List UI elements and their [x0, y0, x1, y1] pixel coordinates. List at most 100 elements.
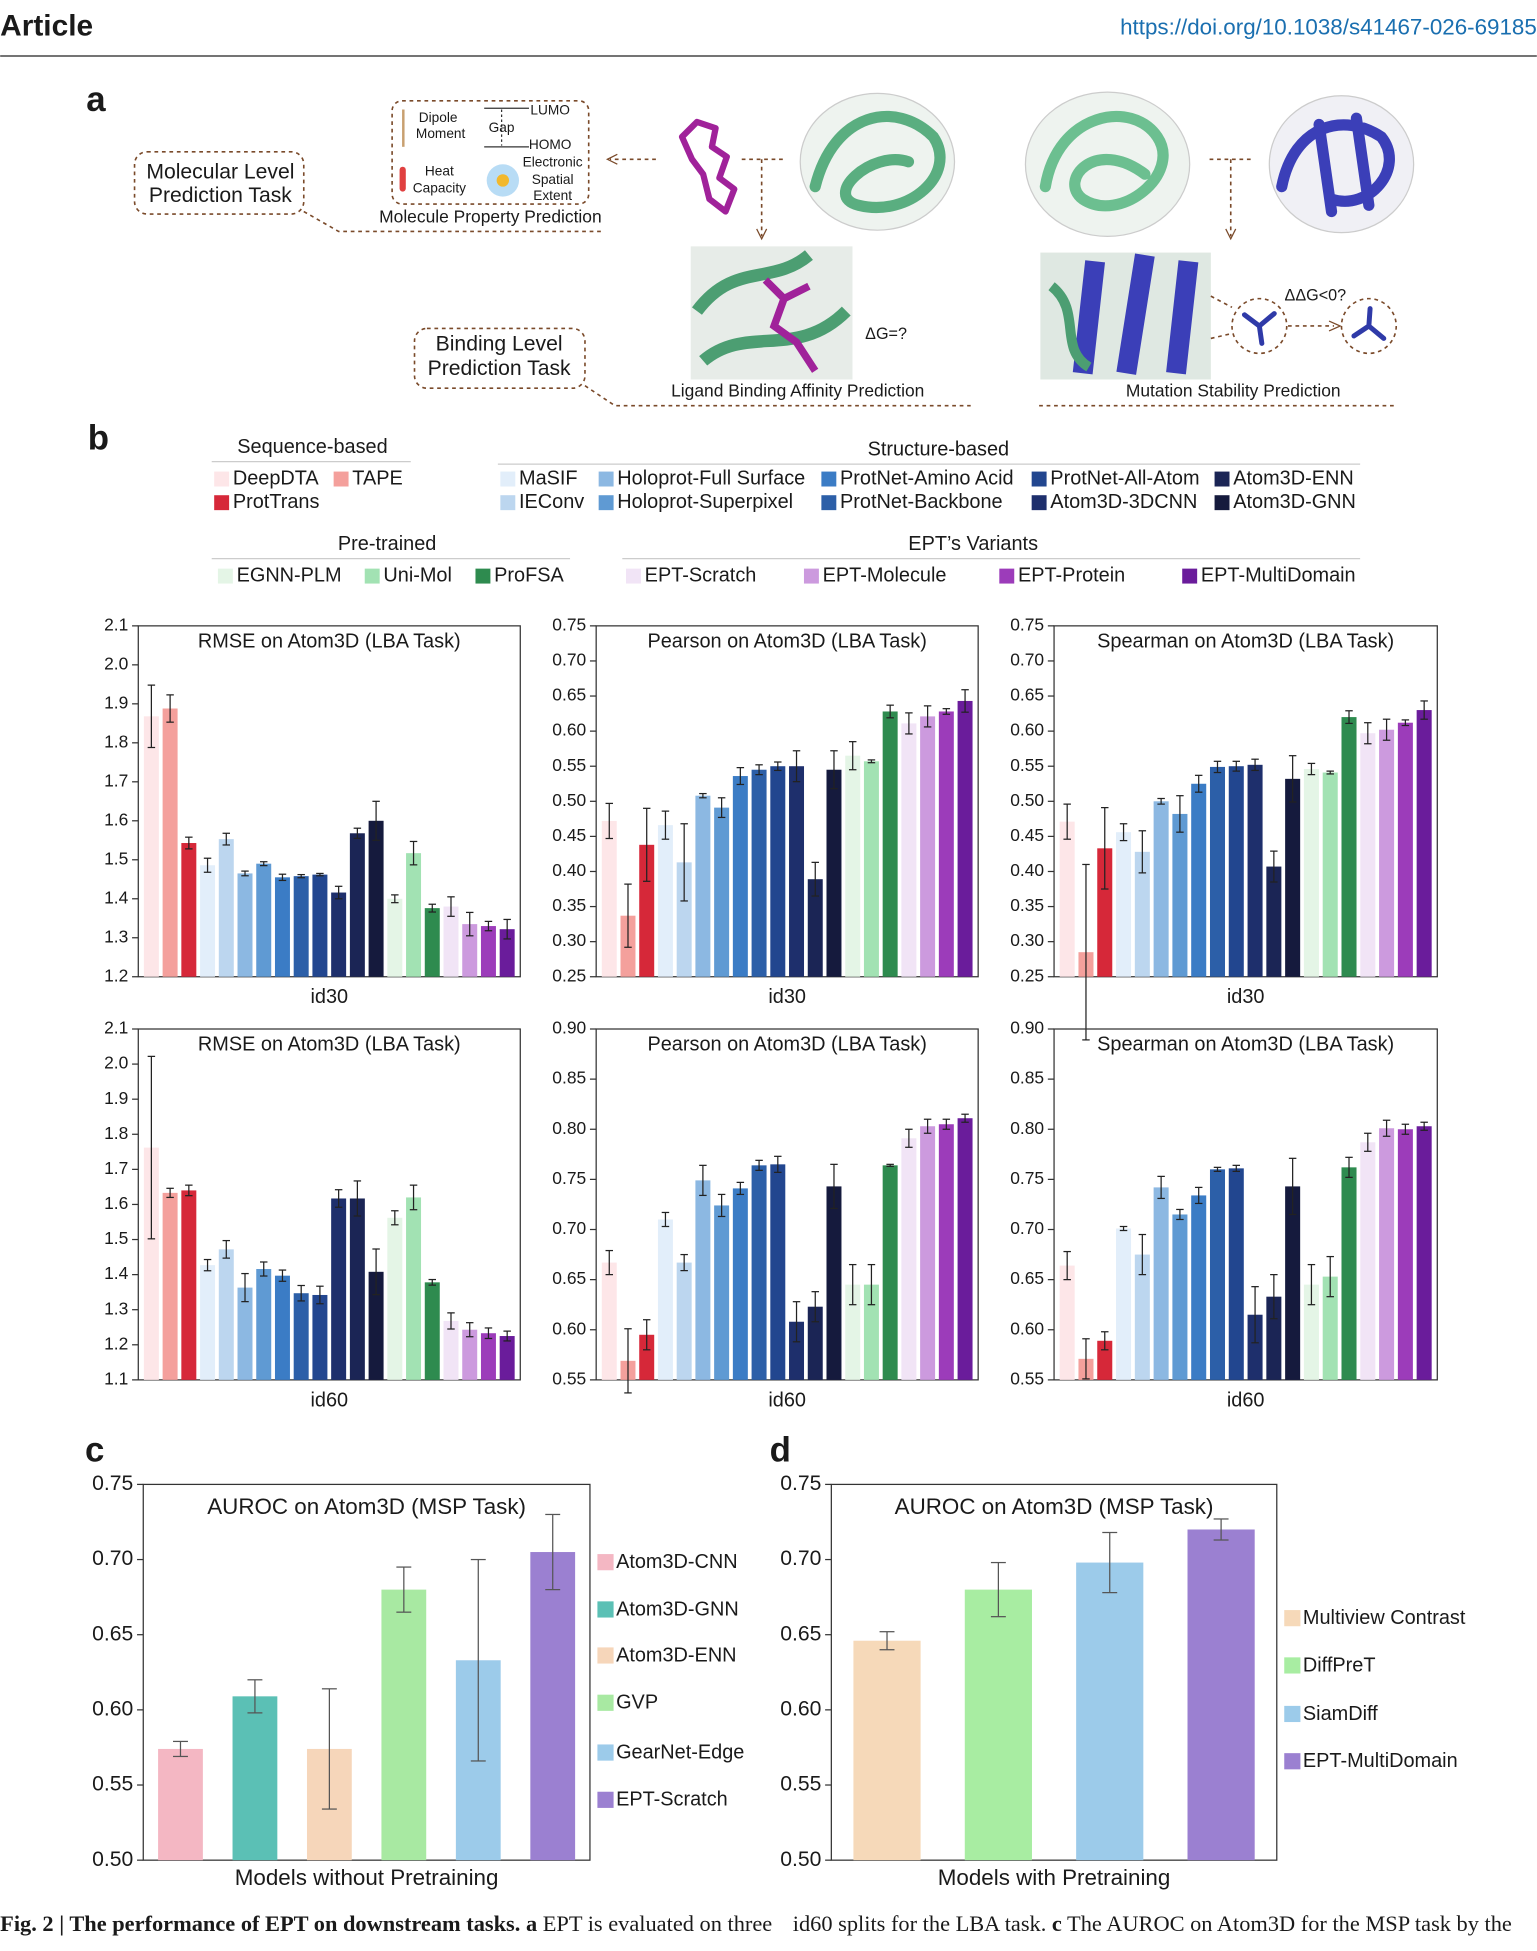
- bar: [480, 1333, 496, 1380]
- bar: [920, 716, 936, 977]
- chart-title: RMSE on Atom3D (LBA Task): [198, 630, 461, 652]
- bar: [162, 1192, 178, 1380]
- y-tick-label: 2.0: [104, 1053, 128, 1073]
- bar: [1303, 769, 1319, 977]
- legend-swatch: [1284, 1753, 1301, 1770]
- legend-swatch: [597, 1554, 614, 1571]
- legend-label: DiffPreT: [1303, 1654, 1376, 1676]
- bar: [882, 1165, 898, 1380]
- bar: [882, 711, 898, 977]
- error-bar: [147, 684, 156, 749]
- legend-swatch: [597, 1744, 614, 1761]
- error-bar: [867, 759, 876, 764]
- y-tick-label: 2.1: [104, 614, 128, 634]
- y-tick-label: 0.70: [552, 650, 586, 670]
- y-tick-label: 0.65: [92, 1622, 133, 1645]
- y-tick-label: 1.5: [104, 848, 128, 868]
- bar: [368, 1271, 384, 1380]
- bar: [1209, 766, 1226, 977]
- bar: [676, 1262, 692, 1380]
- error-bar: [1345, 1156, 1353, 1178]
- y-tick-label: 1.9: [104, 692, 128, 712]
- error-bar: [545, 1513, 561, 1591]
- bar: [770, 766, 786, 977]
- legend-label: Multiview Contrast: [1303, 1607, 1466, 1629]
- y-tick-label: 0.45: [1010, 825, 1044, 845]
- legend-label: EGNN-PLM: [237, 564, 342, 586]
- legend-swatch: [500, 495, 516, 511]
- error-bar: [1138, 830, 1147, 874]
- y-tick-label: 1.4: [104, 887, 129, 907]
- error-bar: [905, 712, 913, 735]
- bar: [751, 769, 767, 977]
- bar: [1228, 766, 1244, 977]
- bar: [1059, 821, 1075, 977]
- bar: [237, 873, 253, 977]
- bar: [1191, 1195, 1207, 1380]
- legend-group-title: Structure-based: [868, 439, 1010, 461]
- error-bar: [1157, 797, 1165, 805]
- error-bar: [699, 1164, 707, 1197]
- caption-run: The AUROC on Atom3D for the MSP task by …: [1062, 1911, 1512, 1936]
- panel-label: b: [88, 419, 109, 458]
- chart-title: AUROC on Atom3D (MSP Task): [895, 1494, 1214, 1519]
- error-bar: [942, 1118, 951, 1130]
- legend-swatch: [597, 1694, 614, 1711]
- error-bar: [1420, 700, 1428, 720]
- residue-circle: [1340, 297, 1398, 355]
- error-bar: [1382, 718, 1391, 741]
- y-tick-label: 0.90: [552, 1018, 586, 1038]
- error-bar: [1232, 760, 1241, 772]
- legend-swatch: [500, 471, 516, 487]
- bar: [499, 929, 515, 977]
- y-tick-label: 0.75: [552, 614, 586, 634]
- bar: [274, 1275, 290, 1380]
- panel-label: a: [86, 80, 106, 119]
- protein: [1039, 110, 1169, 212]
- y-tick-label: 0.60: [780, 1697, 821, 1720]
- error-bar: [353, 1180, 362, 1217]
- error-bar: [680, 823, 688, 902]
- bar: [158, 1748, 203, 1861]
- error-bar: [185, 836, 193, 850]
- protein: [1276, 112, 1395, 218]
- y-tick-label: 0.25: [1010, 965, 1044, 985]
- bar: [1247, 1314, 1263, 1380]
- bar: [1097, 1340, 1113, 1380]
- legend-label: EPT-MultiDomain: [1303, 1750, 1458, 1772]
- legend-label: GVP: [616, 1692, 658, 1714]
- y-tick-label: 0.85: [1010, 1068, 1044, 1088]
- bar: [424, 908, 440, 977]
- bar: [901, 1138, 917, 1380]
- bar: [293, 876, 309, 977]
- bar: [1341, 717, 1357, 977]
- error-bar: [661, 810, 670, 840]
- chart-title: Spearman on Atom3D (LBA Task): [1097, 630, 1394, 652]
- bar: [1416, 710, 1432, 977]
- bar: [181, 1190, 197, 1380]
- bar: [863, 1284, 879, 1380]
- error-bar: [605, 1249, 613, 1276]
- error-bar: [942, 708, 951, 715]
- legend-label: ProtTrans: [233, 491, 320, 513]
- y-tick-label: 0.70: [1010, 650, 1044, 670]
- error-bar: [484, 920, 493, 932]
- bar: [1266, 1296, 1282, 1380]
- error-bar: [1326, 1255, 1334, 1298]
- legend-swatch: [217, 568, 233, 584]
- caption-run: Fig. 2 | The performance of EPT on downs…: [0, 1911, 520, 1936]
- error-bar: [465, 1322, 474, 1338]
- y-tick-label: 1.7: [104, 1158, 128, 1178]
- y-tick-label: 0.45: [552, 825, 586, 845]
- error-bar: [260, 861, 268, 867]
- error-bar: [372, 1248, 380, 1296]
- bar: [807, 879, 823, 977]
- residue: [1241, 311, 1277, 346]
- bar: [256, 863, 272, 977]
- y-tick-label: 0.35: [552, 895, 586, 915]
- bar: [732, 776, 748, 977]
- error-bar: [470, 1558, 486, 1762]
- bar: [1303, 1284, 1319, 1380]
- bar: [499, 1336, 515, 1380]
- legend-swatch: [598, 495, 614, 511]
